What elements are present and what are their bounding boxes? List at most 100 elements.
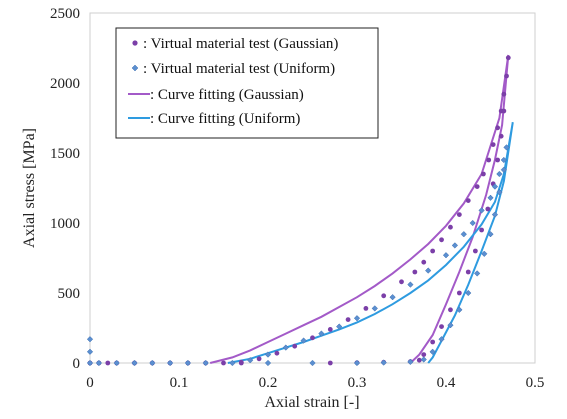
data-point — [491, 183, 499, 190]
data-point — [447, 322, 454, 329]
x-tick-label: 0 — [86, 375, 94, 391]
data-point — [353, 359, 361, 367]
y-tick-label: 2000 — [50, 76, 80, 92]
data-point — [149, 359, 156, 367]
data-point — [184, 359, 192, 367]
y-ticks: 0 500 1000 1500 2000 2500 — [50, 6, 80, 372]
legend-label: : Curve fitting (Uniform) — [150, 111, 300, 127]
legend-marker-swatch — [132, 40, 138, 46]
y-tick-label: 500 — [58, 286, 81, 302]
data-point — [490, 142, 496, 148]
data-point — [478, 207, 485, 214]
data-point — [238, 359, 244, 365]
data-point — [465, 269, 471, 275]
legend-marker-swatch — [131, 64, 139, 72]
data-point — [309, 359, 316, 367]
data-point — [456, 212, 462, 218]
data-point — [448, 224, 453, 230]
data-point — [221, 360, 226, 366]
x-tick-label: 0.1 — [170, 375, 189, 391]
data-point — [420, 356, 427, 363]
data-point — [460, 231, 467, 238]
data-point — [380, 359, 387, 366]
data-point — [229, 359, 236, 367]
data-point — [473, 270, 481, 277]
series-line — [227, 122, 514, 364]
data-point — [496, 189, 503, 196]
y-tick-label: 0 — [73, 356, 81, 372]
data-point — [95, 359, 103, 367]
data-point — [496, 170, 503, 178]
data-point — [472, 248, 478, 254]
data-point — [474, 184, 480, 190]
data-point — [292, 343, 298, 349]
data-point — [430, 339, 436, 345]
data-point — [505, 55, 511, 61]
data-point — [451, 242, 459, 249]
data-point — [131, 359, 138, 367]
data-point — [469, 219, 476, 227]
data-point — [442, 252, 450, 259]
data-point — [425, 267, 432, 274]
data-point — [282, 344, 289, 351]
data-point — [495, 157, 501, 163]
data-point — [202, 359, 209, 367]
data-point — [421, 259, 427, 265]
data-point — [247, 357, 254, 364]
data-point — [481, 250, 488, 257]
x-tick-label: 0.2 — [259, 375, 278, 391]
data-point — [495, 125, 501, 131]
series-markers — [86, 144, 510, 367]
x-tick-label: 0.3 — [348, 375, 367, 391]
legend-box — [115, 27, 379, 139]
data-point — [105, 360, 111, 366]
data-point — [86, 336, 94, 343]
x-ticks: 0 0.1 0.2 0.3 0.4 0.5 — [86, 375, 544, 391]
data-point — [439, 324, 444, 329]
data-point — [421, 352, 427, 357]
data-point — [439, 237, 444, 243]
legend: : Virtual material test (Gaussian) : Virt… — [115, 27, 379, 139]
data-point — [353, 315, 361, 322]
data-point — [479, 227, 484, 233]
data-point — [487, 194, 494, 201]
data-point — [456, 290, 462, 296]
data-point — [465, 289, 472, 297]
data-point — [480, 171, 486, 177]
data-point — [310, 335, 315, 341]
legend-label: : Virtual material test (Uniform) — [143, 61, 335, 77]
data-point — [485, 206, 491, 212]
data-point — [500, 166, 508, 173]
data-point — [336, 323, 343, 330]
data-point — [256, 356, 262, 362]
data-point — [300, 337, 307, 344]
legend-label: : Virtual material test (Gaussian) — [143, 36, 338, 52]
series-line — [209, 54, 510, 364]
data-point — [345, 317, 351, 322]
data-point — [416, 357, 422, 363]
data-point — [86, 359, 94, 367]
x-tick-label: 0.4 — [437, 375, 456, 391]
data-point — [318, 330, 325, 337]
data-point — [465, 198, 471, 204]
data-point — [412, 269, 418, 275]
data-point — [491, 211, 499, 218]
data-point — [438, 336, 445, 343]
data-point — [429, 348, 436, 355]
data-point — [501, 108, 507, 114]
data-point — [399, 279, 404, 285]
data-point — [498, 133, 504, 139]
data-point — [389, 294, 396, 301]
y-tick-label: 1500 — [50, 146, 80, 162]
data-point — [371, 305, 378, 312]
data-point — [504, 73, 509, 79]
data-point — [500, 156, 508, 164]
data-point — [448, 307, 453, 313]
data-point — [86, 348, 94, 355]
y-axis-title: Axial stress [MPa] — [21, 128, 38, 248]
y-tick-label: 1000 — [50, 216, 80, 232]
legend-items: : Virtual material test (Gaussian) : Virt… — [128, 36, 338, 127]
legend-label: : Curve fitting (Gaussian) — [150, 87, 304, 103]
data-point — [407, 281, 414, 288]
